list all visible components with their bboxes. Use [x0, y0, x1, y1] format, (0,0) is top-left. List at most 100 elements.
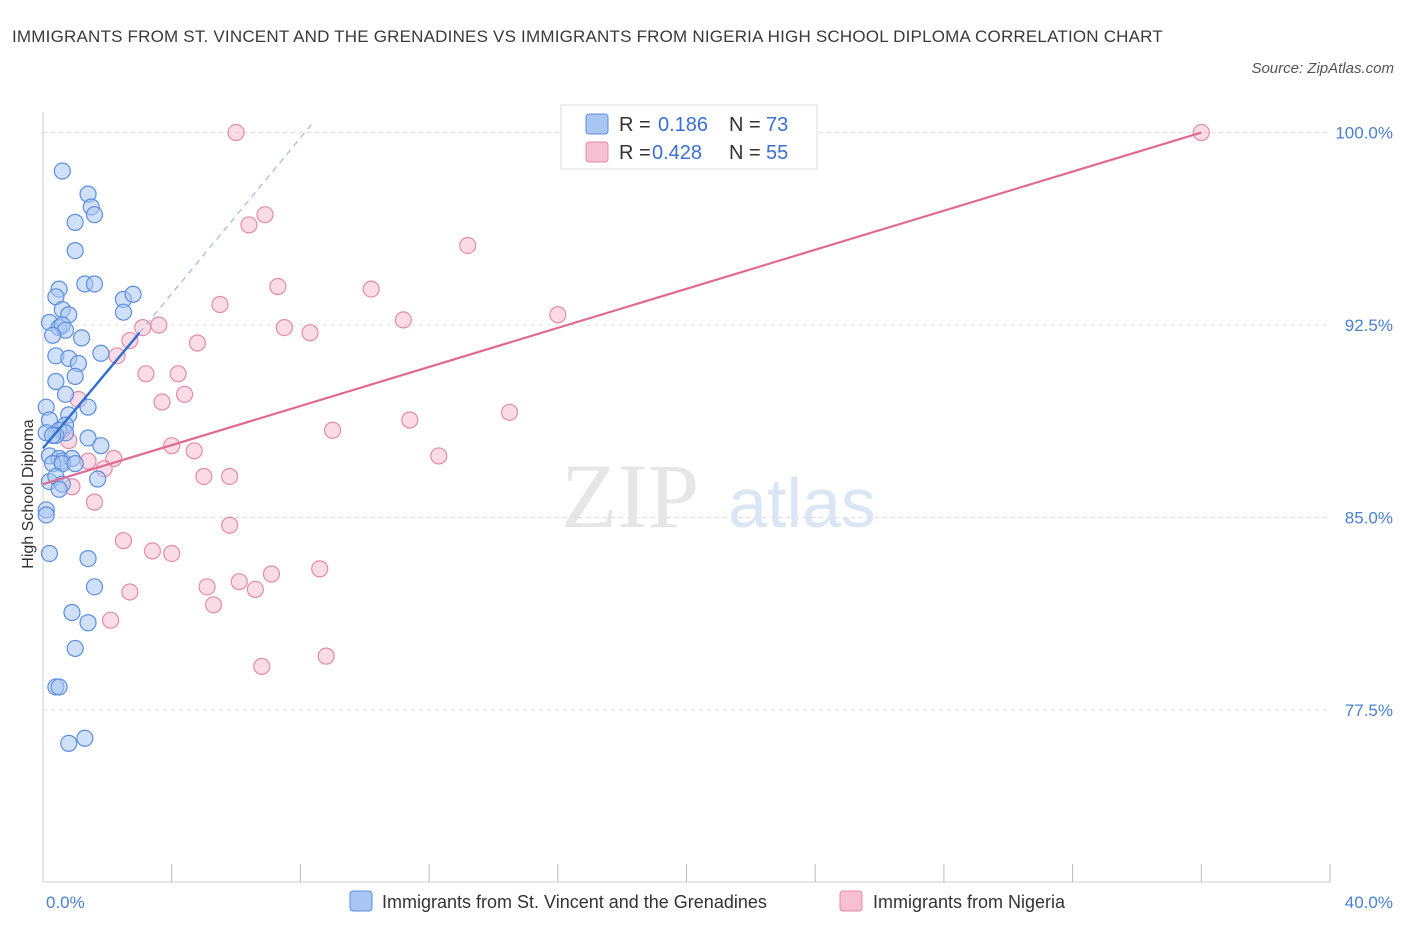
- nigeria-point-25: [323, 421, 342, 439]
- st-vincent-point-8: [85, 275, 104, 293]
- legend-n-label-1: N =: [729, 114, 761, 136]
- nigeria-point-44: [230, 573, 248, 591]
- nigeria-point-3: [256, 206, 274, 224]
- nigeria-point-30: [430, 447, 448, 465]
- y-tick-label-2: 92.5%: [1345, 316, 1393, 335]
- st-vincent-point-63: [60, 734, 78, 753]
- legend-r-label-2: R =: [619, 142, 651, 164]
- nigeria-point-35: [221, 467, 239, 486]
- gridlines: [43, 132, 1330, 711]
- st-vincent-point-55: [79, 549, 97, 568]
- nigeria-point-6: [269, 277, 287, 296]
- st-vincent-point-58: [79, 614, 97, 632]
- nigeria-point-23: [500, 403, 519, 421]
- nigeria-point-38: [221, 516, 239, 534]
- st-vincent-point-39: [92, 437, 110, 455]
- legend-n-value-1: 73: [766, 114, 788, 136]
- nigeria-point-14: [150, 316, 168, 334]
- nigeria-point-18: [137, 365, 155, 383]
- chart-title: IMMIGRANTS FROM ST. VINCENT AND THE GREN…: [12, 27, 1163, 46]
- y-axis-label: High School Diploma: [20, 419, 37, 569]
- st-vincent-point-27: [56, 385, 75, 403]
- nigeria-point-40: [143, 542, 161, 560]
- legend-r-value-1: 0.186: [658, 114, 708, 136]
- nigeria-point-48: [204, 596, 223, 614]
- nigeria-point-45: [198, 578, 216, 596]
- st-vincent-point-25: [47, 372, 65, 391]
- nigeria-point-15: [121, 331, 139, 350]
- y-tick-label-1: 85.0%: [1345, 509, 1393, 528]
- st-vincent-point-51: [50, 480, 68, 498]
- st-vincent-point-57: [63, 603, 81, 622]
- st-vincent-point-56: [85, 578, 104, 596]
- nigeria-point-20: [175, 385, 194, 403]
- st-vincent-trend-line: [42, 331, 141, 450]
- bottom-legend-swatch-st-vincent: [349, 890, 373, 912]
- y-tick-label-3: 100.0%: [1335, 124, 1393, 143]
- st-vincent-point-11: [124, 285, 142, 303]
- x-axis-ticks: [171, 864, 1331, 882]
- nigeria-trend-line: [42, 131, 1202, 486]
- y-tick-labels: 77.5% 85.0% 92.5% 100.0%: [1335, 124, 1393, 720]
- nigeria-point-12: [301, 324, 319, 342]
- nigeria-point-43: [262, 565, 281, 583]
- bottom-legend-label-st-vincent: Immigrants from St. Vincent and the Gren…: [382, 892, 767, 912]
- nigeria-point-0: [227, 123, 245, 142]
- st-vincent-point-61: [50, 678, 68, 696]
- nigeria-point-5: [459, 236, 477, 255]
- legend-swatch-nigeria: [585, 141, 609, 163]
- nigeria-point-4: [240, 216, 258, 234]
- y-tick-label-0: 77.5%: [1345, 701, 1393, 720]
- nigeria-point-41: [163, 544, 181, 563]
- st-vincent-point-62: [76, 729, 94, 747]
- x-tick-labels: 0.0% 40.0%: [46, 893, 1393, 912]
- legend-n-label-2: N =: [729, 142, 761, 164]
- st-vincent-point-12: [114, 303, 133, 321]
- nigeria-point-11: [275, 319, 293, 337]
- legend-r-value-2: 0.428: [652, 142, 702, 164]
- trend-lines: [42, 121, 1202, 486]
- st-vincent-point-0: [53, 162, 71, 180]
- st-vincent-point-59: [66, 639, 84, 658]
- nigeria-point-8: [211, 295, 229, 314]
- legend-n-value-2: 55: [766, 142, 788, 164]
- series-nigeria-points: [53, 123, 1210, 676]
- nigeria-point-7: [362, 280, 380, 298]
- nigeria-point-37: [85, 493, 104, 511]
- st-vincent-point-38: [79, 429, 97, 447]
- st-vincent-trend-extension: [139, 121, 314, 334]
- st-vincent-point-46: [66, 455, 84, 473]
- nigeria-point-50: [317, 647, 335, 665]
- nigeria-point-39: [114, 532, 133, 550]
- st-vincent-point-54: [40, 544, 59, 563]
- st-vincent-point-19: [44, 326, 62, 344]
- nigeria-point-10: [394, 311, 412, 329]
- nigeria-point-46: [246, 580, 264, 599]
- nigeria-point-29: [185, 442, 203, 460]
- nigeria-point-42: [311, 560, 329, 578]
- st-vincent-point-47: [89, 470, 107, 488]
- watermark-atlas: atlas: [728, 464, 876, 542]
- bottom-legend-label-nigeria: Immigrants from Nigeria: [873, 892, 1066, 912]
- nigeria-point-16: [188, 334, 207, 352]
- st-vincent-point-3: [85, 206, 104, 224]
- x-tick-label-1: 40.0%: [1345, 893, 1393, 912]
- nigeria-point-34: [195, 467, 213, 486]
- legend-r-label-1: R =: [619, 114, 651, 136]
- nigeria-point-21: [153, 393, 171, 411]
- nigeria-point-49: [101, 611, 120, 629]
- st-vincent-point-5: [66, 242, 84, 260]
- nigeria-point-9: [549, 306, 567, 324]
- bottom-legend-swatch-nigeria: [839, 890, 863, 912]
- st-vincent-point-20: [73, 329, 91, 347]
- st-vincent-point-4: [66, 213, 84, 231]
- nigeria-point-24: [401, 411, 419, 429]
- correlation-legend: R = 0.186 N = 73 R = 0.428 N = 55: [560, 104, 818, 170]
- series-st-vincent-points: [37, 162, 142, 753]
- nigeria-point-51: [253, 657, 271, 676]
- x-tick-label-0: 0.0%: [46, 893, 85, 912]
- source-label: Source: ZipAtlas.com: [1251, 60, 1394, 77]
- st-vincent-point-53: [37, 506, 55, 524]
- nigeria-point-19: [169, 365, 187, 383]
